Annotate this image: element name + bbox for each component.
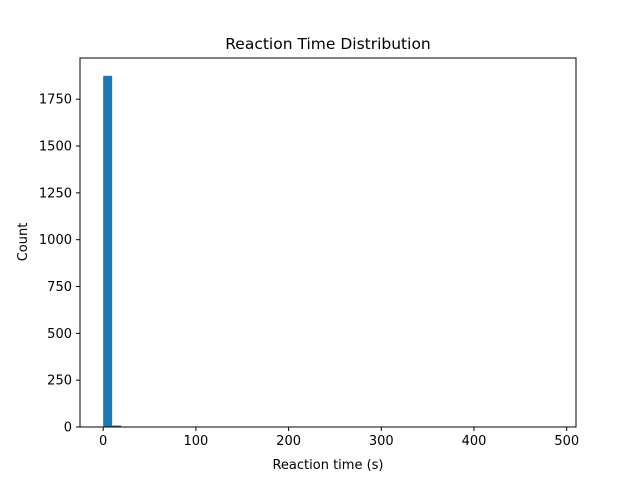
x-tick-label: 100: [183, 434, 208, 449]
y-tick-label: 1500: [39, 140, 72, 155]
y-axis: 0 250 500 750 1000 1250 1500 1750: [39, 93, 80, 436]
plot-frame: [79, 57, 577, 428]
x-tick-label: 400: [462, 434, 487, 449]
y-tick-label: 750: [47, 280, 72, 295]
x-axis: 0 100 200 300 400 500: [99, 427, 579, 449]
chart-title: Reaction Time Distribution: [225, 35, 431, 53]
y-tick-label: 500: [47, 327, 72, 342]
x-tick-label: 500: [554, 434, 579, 449]
histogram-bar-1: [112, 425, 122, 427]
x-axis-label: Reaction time (s): [272, 458, 383, 473]
x-tick-label: 200: [276, 434, 301, 449]
y-axis-label: Count: [16, 223, 31, 262]
y-tick-label: 0: [64, 421, 72, 436]
y-tick-label: 1750: [39, 93, 72, 108]
histogram-bar-0: [103, 75, 113, 427]
y-tick-label: 1000: [39, 233, 72, 248]
x-tick-label: 300: [369, 434, 394, 449]
bars: [103, 75, 140, 428]
y-tick-label: 1250: [39, 186, 72, 201]
y-tick-label: 250: [47, 374, 72, 389]
x-tick-label: 0: [99, 434, 107, 449]
